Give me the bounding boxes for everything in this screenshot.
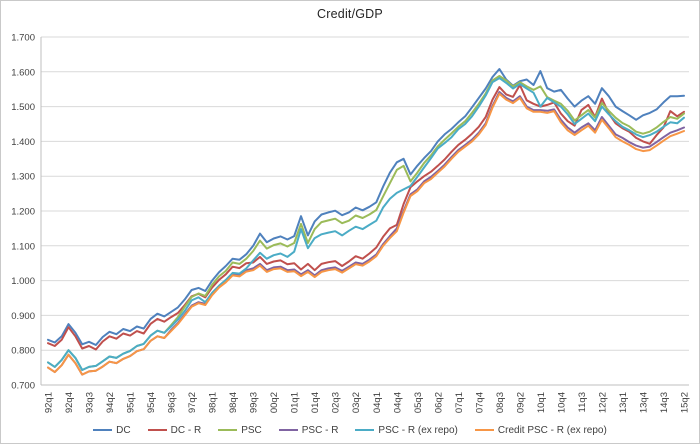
- y-axis-tick-label: 1.500: [11, 102, 35, 113]
- y-axis-tick-label: 0.700: [11, 381, 35, 392]
- x-axis-tick-label: 13q1: [618, 392, 629, 413]
- legend-item: DC: [93, 424, 131, 436]
- legend-item: Credit PSC - R (ex repo): [474, 424, 607, 436]
- x-axis-tick-label: 96q3: [167, 392, 178, 413]
- x-axis-tick-label: 01q1: [290, 392, 301, 413]
- x-axis-tick-label: 11q3: [577, 392, 588, 412]
- chart-title: Credit/GDP: [317, 7, 383, 21]
- x-axis-tick-label: 94q2: [105, 392, 116, 413]
- x-axis-tick-label: 92q1: [44, 392, 55, 413]
- series-line-credit-psc-r-ex-repo: [47, 92, 685, 376]
- x-axis-tick-label: 07q1: [454, 392, 465, 413]
- x-axis-tick-label: 06q2: [433, 392, 444, 413]
- legend-label: DC: [116, 424, 131, 436]
- legend-label: DC - R: [170, 424, 202, 436]
- x-axis-tick-label: 04q1: [372, 392, 383, 413]
- legend-swatch: [355, 428, 375, 432]
- legend-item: PSC - R (ex repo): [355, 424, 458, 436]
- legend-swatch: [278, 428, 298, 432]
- x-axis-tick-label: 95q4: [146, 392, 157, 413]
- x-axis-tick-label: 97q2: [187, 392, 198, 413]
- x-axis-tick-label: 08q3: [495, 392, 506, 413]
- x-axis-tick-label: 10q4: [556, 392, 567, 413]
- legend-item: PSC: [218, 425, 262, 436]
- x-axis-tick-label: 02q3: [331, 392, 342, 413]
- legend-label: PSC - R (ex repo): [378, 424, 458, 436]
- legend-swatch: [218, 428, 238, 432]
- x-axis-tick-label: 04q4: [392, 392, 403, 413]
- legend-label: PSC - R: [301, 424, 339, 436]
- legend-swatch: [147, 428, 167, 432]
- y-axis-tick-label: 1.700: [11, 33, 35, 44]
- y-axis-tick-label: 1.400: [11, 137, 35, 148]
- x-axis-tick-label: 92q4: [64, 392, 75, 413]
- x-axis-tick-label: 95q1: [126, 392, 137, 413]
- y-axis-tick-label: 1.200: [11, 207, 35, 218]
- x-axis-tick-label: 98q1: [208, 392, 219, 413]
- x-axis-tick-label: 03q2: [351, 392, 362, 413]
- legend-swatch: [93, 428, 113, 432]
- y-axis-tick-label: 1.300: [11, 172, 35, 183]
- x-axis-tick-label: 05q3: [413, 392, 424, 413]
- legend: DC DC - R PSC PSC - R PSC - R (ex repo) Credi…: [1, 421, 699, 439]
- x-axis-tick-label: 93q3: [85, 392, 96, 413]
- x-axis-tick-label: 12q2: [597, 392, 608, 413]
- series-line-psc-r-ex-repo: [47, 77, 685, 371]
- x-axis-tick-label: 14q3: [659, 392, 670, 413]
- x-axis-tick-label: 09q2: [515, 392, 526, 413]
- x-axis-tick-label: 01q4: [310, 392, 321, 413]
- x-axis-tick-label: 98q4: [228, 392, 239, 413]
- x-axis-tick-label: 99q3: [249, 392, 260, 413]
- y-axis-tick-label: 0.900: [11, 311, 35, 322]
- y-axis-tick-label: 1.000: [11, 276, 35, 287]
- y-axis-tick-label: 1.600: [11, 67, 35, 78]
- x-axis-tick-label: 10q1: [536, 392, 547, 413]
- legend-label: Credit PSC - R (ex repo): [497, 424, 607, 436]
- legend-swatch: [474, 428, 494, 432]
- x-axis-tick-label: 13q4: [638, 392, 649, 413]
- y-axis-tick-label: 0.800: [11, 346, 35, 357]
- legend-item: PSC - R: [278, 424, 339, 436]
- series-line-psc: [47, 75, 685, 371]
- x-axis-tick-label: 00q2: [269, 392, 280, 413]
- legend-label: PSC: [241, 424, 262, 436]
- y-axis-tick-label: 1.100: [11, 241, 35, 252]
- x-axis-tick-label: 15q2: [680, 392, 691, 413]
- x-axis-tick-label: 07q4: [474, 392, 485, 413]
- legend-item: DC - R: [147, 424, 202, 436]
- series-line-dc: [47, 68, 685, 346]
